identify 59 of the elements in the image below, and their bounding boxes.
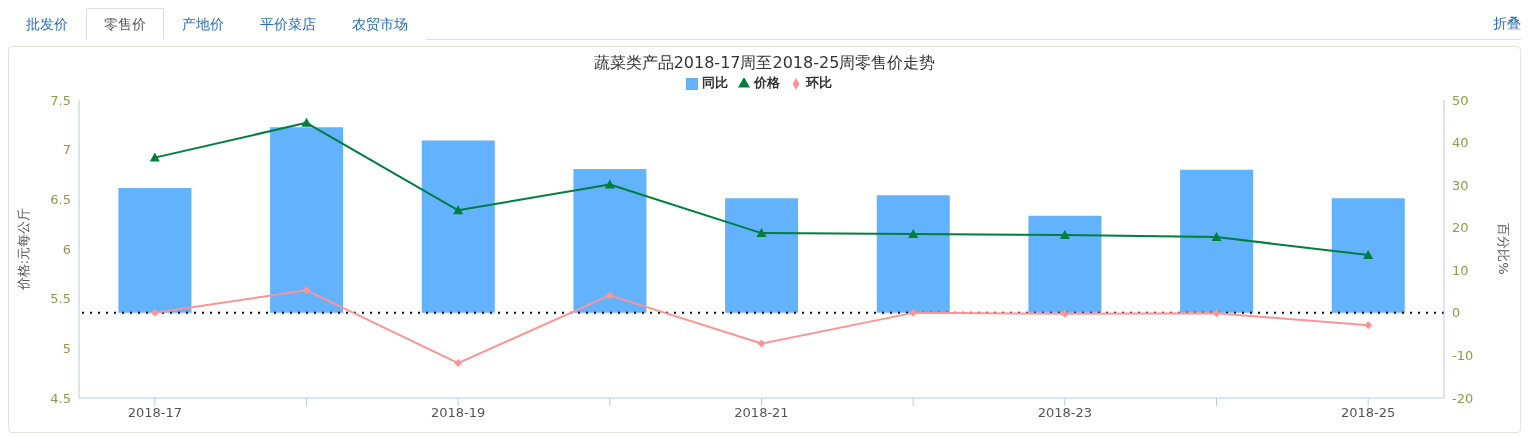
x-tick-label: 2018-19 [431,405,486,421]
legend-label: 同比 [701,75,728,90]
bar [1028,215,1102,313]
text: 折叠 [1493,14,1521,33]
text: 平价菜店 [242,8,334,40]
bar [573,168,647,313]
bar [421,140,495,313]
y-tick-label: 5.5 [50,291,71,307]
y2-tick-label: -20 [1452,390,1474,406]
y-tick-label: 6.5 [50,191,71,207]
x-tick-label: 2018-21 [734,405,789,421]
point [1212,309,1221,318]
y2-tick-label: -10 [1452,348,1474,364]
y-tick-label: 7 [62,142,71,158]
bar [1180,169,1254,313]
text: 农贸市场 [334,8,426,40]
point [302,286,311,295]
point [908,229,919,239]
bar [270,127,344,313]
x-tick-label: 2018-17 [127,405,182,421]
y2-tick-label: 50 [1452,92,1469,108]
bar [876,195,950,313]
point [149,152,160,162]
text: 产地价 [164,8,242,40]
legend-label: 价格 [753,75,780,90]
point [454,359,463,368]
point [1060,309,1069,318]
bar [1331,198,1405,313]
point [604,179,615,189]
y-axis-title: 价格:元每公斤 [15,207,31,292]
y2-tick-label: 30 [1452,177,1469,193]
text: 批发价 [8,8,86,40]
point [909,308,918,317]
point [150,308,159,317]
y-tick-label: 5 [62,340,71,356]
bar [118,188,192,313]
y-tick-label: 7.5 [50,92,71,108]
text: 零售价 [86,8,164,40]
point [605,291,614,300]
point [1364,321,1373,330]
y2-tick-label: 0 [1452,305,1461,321]
bar [725,198,799,313]
y2-tick-label: 10 [1452,262,1469,278]
y2-tick-label: 40 [1452,135,1469,151]
x-tick-label: 2018-23 [1037,405,1092,421]
point [1059,230,1070,240]
point [756,228,767,238]
y2-axis-title: 百分比% [1496,223,1512,275]
chart-title: 蔬菜类产品2018-17周至2018-25周零售价走势 [592,53,937,74]
x-tick-label: 2018-25 [1341,405,1396,421]
point [301,117,312,127]
point [757,339,766,348]
point [1211,232,1222,242]
point [453,205,464,215]
y-tick-label: 6 [62,241,71,257]
y-tick-label: 4.5 [50,390,71,406]
legend-label: 环比 [805,75,832,90]
point [1363,249,1374,259]
y2-tick-label: 20 [1452,220,1469,236]
